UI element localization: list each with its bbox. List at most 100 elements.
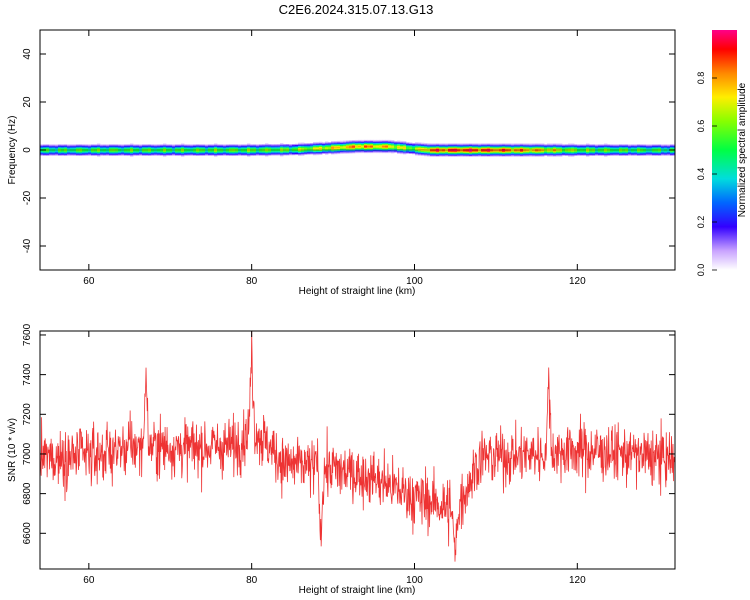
spectrogram-cell [646,145,650,147]
spectrogram-cell [166,152,170,154]
spectrogram-cell [115,148,119,150]
spectrogram-cell [439,147,443,149]
spectrogram-cell [271,146,275,148]
spectrogram-cell [499,146,503,148]
spectrogram-cell [577,146,581,148]
spectrogram-cell [319,146,323,148]
spectrogram-cell [229,153,233,155]
spectrogram-cell [319,153,323,155]
spectrogram-cell [370,141,374,144]
spectrogram-cell [298,151,302,153]
spectrogram-cell [91,145,95,147]
spectrogram-cell [301,146,305,148]
spectrogram-cell [316,148,320,151]
spectrogram-cell [562,150,566,152]
spectrogram-cell [409,151,413,153]
spectrogram-cell [232,145,236,147]
spectrogram-cell [259,147,263,149]
spectrogram-cell [631,153,635,155]
spectrogram-cell [316,145,320,148]
spectrogram-cell [478,152,482,154]
spectrogram-cell [454,145,458,147]
spectrogram-cell [550,143,554,145]
spectrogram-cell [271,145,275,147]
spectrogram-cell [418,146,422,148]
spectrogram-cell [328,151,332,153]
spectrogram-cell [433,147,437,149]
spectrogram-cell [136,146,140,148]
spectrogram-cell [544,144,548,146]
spectrogram-cell [646,148,650,150]
spectrogram-cell [451,153,455,155]
spectrogram-cell [154,145,158,147]
spectrogram-cell [130,147,134,149]
spectrogram-cell [667,150,671,152]
spectrogram-cell [232,147,236,149]
spectrogram-cell [460,146,464,148]
spectrogram-cell [535,152,539,154]
spectrogram-cell [184,151,188,153]
spectrogram-cell [601,151,605,153]
spectrogram-cell [79,148,83,150]
spectrogram-cell [382,147,386,150]
spectrogram-cell [445,148,449,150]
spectrogram-cell [616,152,620,154]
spectrogram-cell [631,146,635,148]
spectrogram-cell [430,152,434,154]
spectrogram-cell [211,152,215,154]
spectrogram-cell [526,153,530,155]
spectrogram-cell [424,147,428,149]
spectrogram-cell [235,146,239,148]
spectrogram-cell [184,145,188,147]
spectrogram-cell [424,148,428,150]
spectrogram-cell [364,144,368,147]
spectrogram-cell [346,146,350,148]
spectrogram-cell [106,145,110,147]
spectrogram-x-ticks: 60 80 100 120 [83,30,586,287]
spectrogram-cell [610,144,614,146]
spectrogram-cell [139,153,143,155]
spectrogram-cell [349,151,353,153]
colorbar-tick-label: 0.8 [696,72,706,85]
spectrogram-cell [580,151,584,153]
spectrogram-cell [208,150,212,152]
spectrogram-cell [283,145,287,147]
spectrogram-cell [286,150,290,152]
spectrogram-cell [139,151,143,153]
spectrogram-cell [355,149,359,152]
spectrogram-cell [205,147,209,149]
spectrogram-cell [424,153,428,155]
spectrogram-cell [463,145,467,147]
spectrogram-cell [640,148,644,150]
spectrogram-cell [130,151,134,153]
spectrogram-cell [463,150,467,152]
spectrogram-cell [325,143,329,145]
spectrogram-cell [415,151,419,153]
spectrogram-cell [559,154,563,156]
spectrogram-cell [526,154,530,156]
spectrogram-cell [445,145,449,147]
spectrogram-cell [382,146,386,149]
spectrogram-cell [67,151,71,153]
spectrogram-cell [559,144,563,146]
spectrogram-cell [64,146,68,148]
spectrogram-cell [283,151,287,153]
spectrogram-cell [373,141,377,144]
spectrogram-cell [553,146,557,148]
colorbar-tick-label: 0.6 [696,120,706,133]
spectrogram-cell [151,150,155,152]
spectrogram-cell [277,150,281,152]
spectrogram-cell [568,154,572,156]
spectrogram-cell [373,142,377,145]
spectrogram-cell [523,153,527,155]
spectrogram-cell [505,145,509,147]
spectrogram-cell [145,150,149,152]
spectrogram-cell [412,151,416,154]
snr-y-tick-label: 7600 [22,323,33,346]
spectrogram-cell [388,141,392,144]
spectrogram-cell [196,150,200,152]
spectrogram-cell [535,145,539,147]
spectrogram-cell [361,149,365,152]
spectrogram-cell [238,153,242,155]
